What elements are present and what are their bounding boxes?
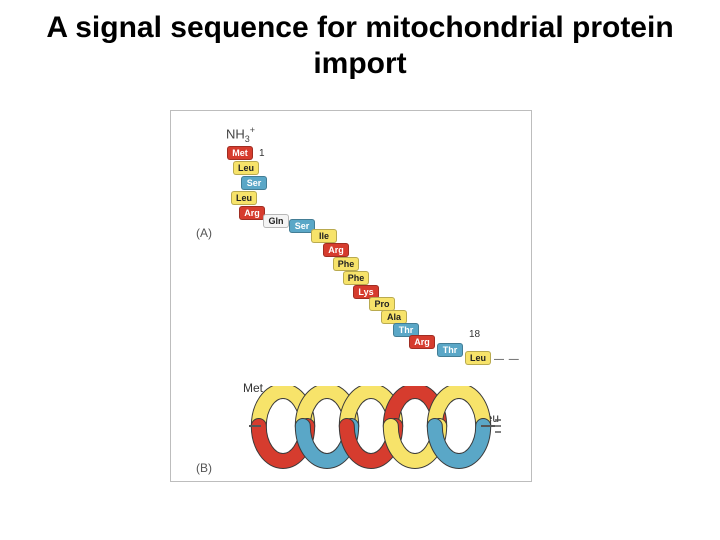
page-title: A signal sequence for mitochondrial prot… — [0, 10, 720, 82]
residue-ala-14: Ala — [381, 310, 407, 324]
residue-phe-10: Phe — [333, 257, 359, 271]
residue-arg-9: Arg — [323, 243, 349, 257]
chain-continuation: — — — [494, 354, 520, 365]
residue-arg-16: Arg — [409, 335, 435, 349]
helix-diagram — [241, 386, 501, 476]
residue-arg-5: Arg — [239, 206, 265, 220]
residue-phe-11: Phe — [343, 271, 369, 285]
residue-leu-2: Leu — [233, 161, 259, 175]
residue-leu-18: Leu — [465, 351, 491, 365]
panel-a-label: (A) — [196, 226, 212, 240]
residue-number-18: 18 — [469, 329, 480, 340]
residue-met-1: Met — [227, 146, 253, 160]
residue-pro-13: Pro — [369, 297, 395, 311]
residue-ile-8: Ile — [311, 229, 337, 243]
panel-b-label: (B) — [196, 461, 212, 475]
nh3-label: NH3+ — [226, 125, 255, 144]
figure-panel: NH3+ 1 MetLeuSerLeuArgGlnSerIleArgPhePhe… — [170, 110, 532, 482]
residue-number-1: 1 — [259, 148, 265, 159]
residue-gln-6: Gln — [263, 214, 289, 228]
residue-thr-17: Thr — [437, 343, 463, 357]
residue-ser-3: Ser — [241, 176, 267, 190]
residue-leu-4: Leu — [231, 191, 257, 205]
